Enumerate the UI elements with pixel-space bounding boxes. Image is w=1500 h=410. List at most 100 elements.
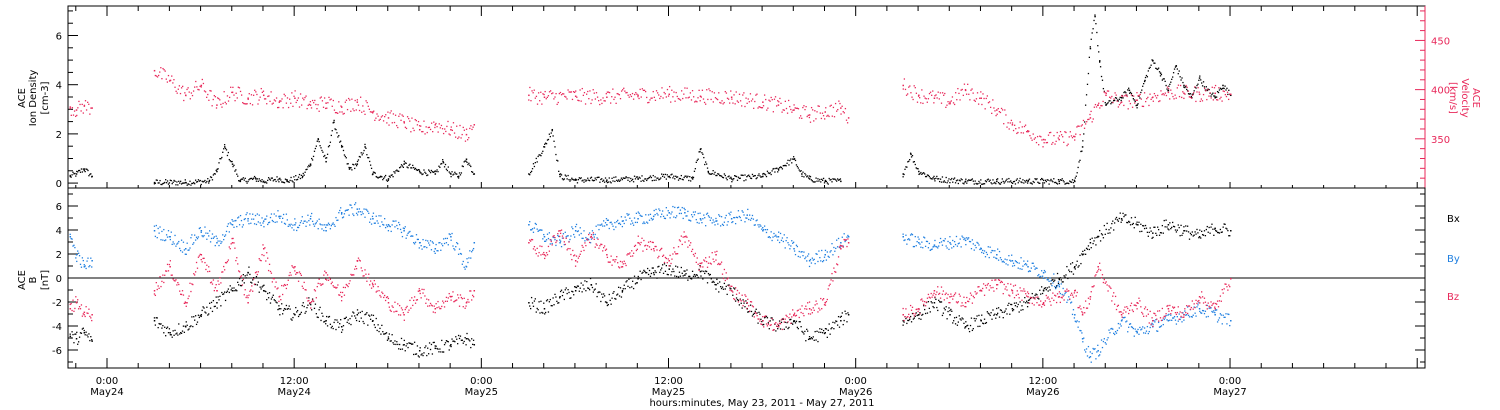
velocity-dot: [581, 87, 583, 90]
field-by-dot: [656, 212, 658, 215]
density-dot: [706, 167, 709, 169]
field-by-dot: [685, 215, 687, 217]
field-by-dot: [1019, 268, 1021, 270]
velocity-dot: [434, 126, 436, 129]
field-bx-dot: [217, 296, 219, 298]
field-by-dot: [846, 236, 848, 238]
field-bx-dot: [89, 339, 91, 342]
velocity-dot: [638, 97, 640, 100]
field-bx-point: [262, 290, 265, 292]
velocity-dot: [1018, 127, 1020, 129]
density-dot: [1003, 182, 1005, 184]
field-by-dot: [1058, 286, 1061, 288]
field-by-dot: [843, 233, 845, 235]
velocity-dot: [651, 97, 653, 99]
density-dot: [587, 177, 589, 179]
velocity-dot: [426, 131, 428, 134]
field-bx-dot: [981, 314, 983, 316]
field-by-dot: [166, 236, 169, 238]
field-by-dot: [736, 216, 739, 219]
field-bx-dot: [73, 342, 75, 344]
field-by-dot: [560, 245, 563, 248]
field-by-dot: [957, 243, 959, 245]
density-point: [309, 163, 312, 165]
field-bx-dot: [1037, 297, 1039, 299]
density-dot: [1028, 178, 1031, 180]
field-by-point: [621, 220, 624, 222]
field-by-point: [1042, 272, 1045, 274]
velocity-dot: [934, 95, 936, 97]
field-by-dot: [533, 227, 536, 229]
velocity-dot: [1222, 90, 1224, 92]
density-dot: [73, 173, 75, 175]
density-dot: [723, 173, 726, 175]
density-dot: [342, 149, 345, 152]
field-bx-dot: [928, 307, 930, 310]
field-by-dot: [625, 219, 627, 221]
field-bx-dot: [289, 308, 291, 310]
field-bx-dot: [1086, 248, 1089, 250]
density-dot: [745, 179, 747, 181]
field-by-dot: [394, 226, 396, 228]
field-bx-point: [1198, 236, 1201, 238]
density-dot: [405, 162, 407, 164]
density-point: [902, 173, 904, 175]
density-dot: [592, 180, 595, 182]
field-bx-dot: [1107, 232, 1109, 234]
velocity-dot: [1182, 91, 1184, 93]
density-dot: [399, 166, 402, 168]
field-bx-dot: [915, 312, 917, 314]
field-bx-dot: [546, 299, 549, 301]
density-point: [278, 178, 281, 180]
field-bx-dot: [614, 297, 616, 300]
field-by-dot: [827, 255, 829, 258]
field-bz-dot: [568, 241, 570, 243]
field-bx-dot: [1117, 220, 1120, 222]
velocity-dot: [578, 100, 580, 102]
density-dot: [1059, 179, 1061, 181]
density-dot: [395, 170, 397, 172]
field-by-dot: [621, 225, 624, 228]
density-dot: [209, 176, 212, 178]
field-by-dot: [1229, 324, 1231, 327]
field-by-point: [434, 248, 437, 250]
field-by-dot: [1061, 293, 1063, 296]
velocity-dot: [1084, 123, 1087, 125]
field-by-point: [902, 236, 904, 238]
field-by-point: [247, 218, 249, 220]
field-bx-dot: [162, 324, 164, 327]
density-dot: [1027, 179, 1030, 181]
density-point: [348, 168, 351, 170]
field-bx-dot: [295, 306, 297, 309]
density-dot: [413, 166, 415, 169]
density-dot: [314, 147, 317, 150]
field-by-dot: [1010, 260, 1012, 262]
velocity-dot: [903, 78, 906, 80]
field-bx-dot: [366, 312, 368, 314]
field-bz-dot: [647, 241, 650, 243]
field-by-dot: [718, 214, 720, 216]
field-bz-dot: [155, 281, 157, 284]
velocity-dot: [719, 101, 721, 104]
velocity-dot: [388, 124, 390, 126]
field-by-dot: [1156, 330, 1158, 332]
field-bx-dot: [1070, 263, 1072, 265]
field-by-dot: [939, 237, 942, 240]
field-by-dot: [938, 245, 940, 247]
field-bz-dot: [300, 274, 303, 276]
density-dot: [320, 147, 322, 149]
field-by-dot: [821, 249, 823, 252]
density-dot: [1202, 81, 1205, 83]
field-bz-dot: [531, 239, 534, 241]
field-by-dot: [1028, 270, 1031, 272]
field-bz-dot: [391, 305, 393, 307]
field-by-dot: [204, 226, 206, 228]
density-dot: [540, 155, 542, 157]
velocity-dot: [727, 98, 730, 100]
bottom-left-tick-label: -4: [52, 322, 62, 333]
density-dot: [175, 184, 177, 186]
field-by-dot: [175, 245, 177, 247]
field-bx-dot: [403, 339, 405, 342]
density-dot: [1138, 95, 1140, 97]
